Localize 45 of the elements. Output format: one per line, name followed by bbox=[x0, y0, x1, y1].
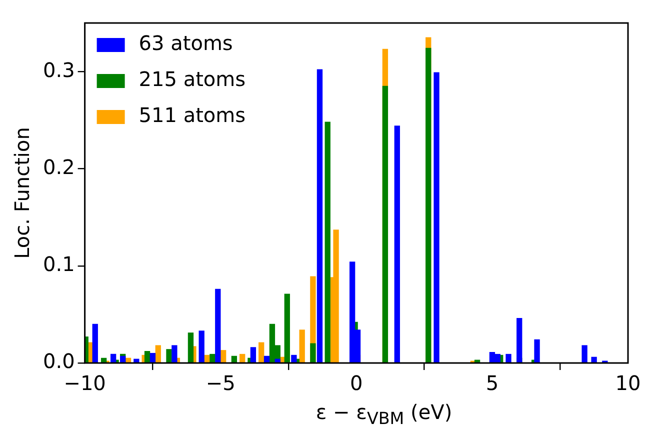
legend-label: 63 atoms bbox=[138, 31, 233, 56]
bar bbox=[291, 354, 297, 363]
bar bbox=[284, 294, 290, 363]
bar bbox=[333, 230, 339, 363]
x-tick-label: 0 bbox=[350, 371, 363, 396]
x-tick-label: 10 bbox=[615, 371, 641, 396]
legend-label: 511 atoms bbox=[138, 103, 246, 128]
bar bbox=[150, 352, 156, 363]
y-tick-label: 0.0 bbox=[42, 349, 75, 374]
bar bbox=[534, 339, 540, 363]
bar bbox=[516, 318, 522, 363]
bar bbox=[231, 356, 238, 363]
bar bbox=[210, 354, 216, 363]
bar bbox=[240, 354, 246, 363]
x-tick-label: 5 bbox=[486, 371, 499, 396]
bar bbox=[434, 72, 440, 363]
y-tick-label: 0.3 bbox=[42, 58, 75, 82]
bar bbox=[310, 343, 316, 363]
bar bbox=[582, 345, 588, 363]
bar bbox=[316, 69, 323, 363]
y-tick-label: 0.2 bbox=[42, 154, 75, 179]
bar bbox=[215, 288, 221, 363]
bar bbox=[506, 354, 512, 363]
bar bbox=[166, 349, 172, 363]
x-tick-label: −10 bbox=[64, 371, 106, 396]
bar bbox=[220, 350, 226, 363]
bar bbox=[591, 356, 597, 363]
bar bbox=[250, 347, 256, 363]
bar bbox=[172, 345, 178, 363]
bar bbox=[299, 330, 305, 363]
x-axis-title: ε − ε$_{VBM}$ (eV) bbox=[314, 400, 454, 428]
bar bbox=[394, 126, 400, 363]
y-tick-label: 0.1 bbox=[42, 252, 75, 276]
bar bbox=[264, 356, 270, 363]
bar bbox=[155, 345, 161, 363]
bar bbox=[198, 330, 204, 363]
y-axis-title: Loc. Function bbox=[10, 127, 34, 259]
bar bbox=[324, 122, 330, 363]
bar bbox=[188, 332, 194, 363]
bar bbox=[92, 324, 98, 363]
bar bbox=[110, 354, 116, 363]
legend-label: 215 atoms bbox=[138, 67, 246, 92]
bar bbox=[258, 342, 264, 363]
bar bbox=[144, 351, 150, 363]
x-tick-label: −5 bbox=[206, 371, 236, 396]
